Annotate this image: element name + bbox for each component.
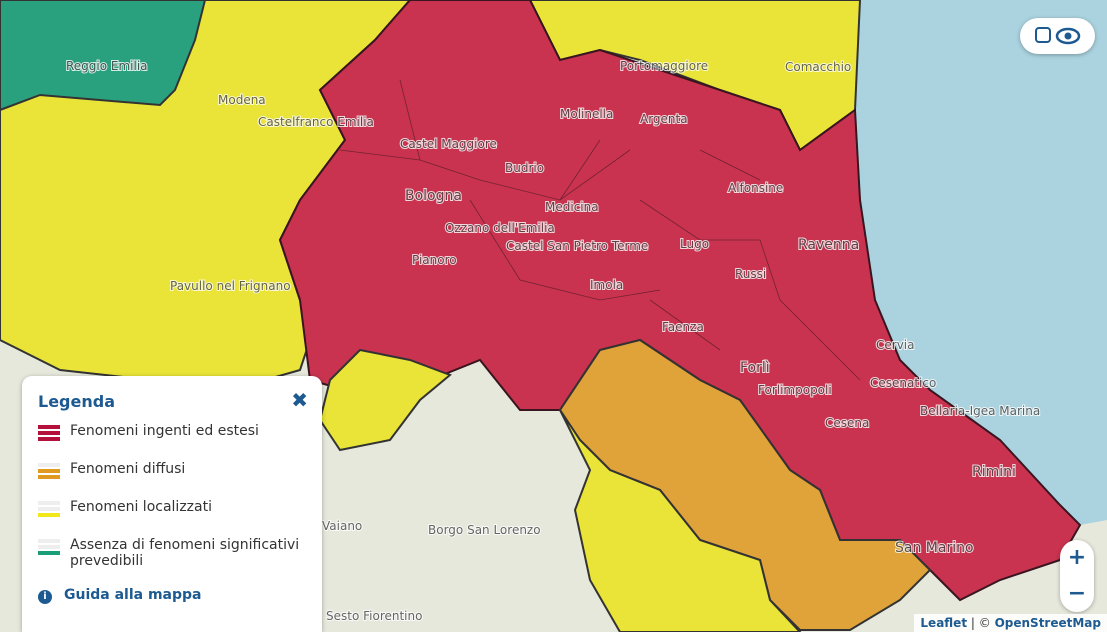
attribution: Leaflet | © OpenStreetMap <box>914 614 1107 632</box>
place-label: Imola <box>590 278 623 292</box>
legend-label: Assenza di fenomeni significativi preved… <box>70 537 300 569</box>
guide-link[interactable]: i Guida alla mappa <box>38 587 306 604</box>
place-label: Forlì <box>740 360 770 376</box>
place-label: Bologna <box>405 188 462 204</box>
legend: Legenda ✖ Fenomeni ingenti ed estesi Fen… <box>22 376 322 632</box>
legend-label: Fenomeni diffusi <box>70 461 186 477</box>
swatch <box>38 539 60 557</box>
place-label: Bellaria-Igea Marina <box>920 404 1040 418</box>
place-label: Borgo San Lorenzo <box>428 523 541 537</box>
place-label: Reggio Emilia <box>66 59 148 73</box>
place-label: Faenza <box>662 320 704 334</box>
place-label: Ozzano dell'Emilia <box>445 221 555 235</box>
zoom-control: + − <box>1060 540 1094 612</box>
borders <box>339 79 861 381</box>
swatch <box>38 463 60 481</box>
guide-text: Guida alla mappa <box>64 587 202 603</box>
legend-label: Fenomeni ingenti ed estesi <box>70 423 259 439</box>
layer-toggle[interactable] <box>1020 18 1095 54</box>
close-button[interactable]: ✖ <box>291 388 308 412</box>
zone-yellow-small <box>318 348 452 452</box>
place-label: Argenta <box>640 112 688 126</box>
leaflet-link[interactable]: Leaflet <box>920 616 968 630</box>
place-label: Rimini <box>972 464 1016 480</box>
checkbox-icon <box>1035 27 1051 43</box>
place-label: Cervia <box>876 338 914 352</box>
place-label: Sesto Fiorentino <box>326 609 422 623</box>
place-label: Forlimpopoli <box>758 383 832 397</box>
place-label: Budrio <box>505 161 544 175</box>
place-label: Pavullo nel Frignano <box>170 279 291 293</box>
attribution-separator: | © <box>970 616 991 630</box>
place-label: Pianoro <box>412 253 457 267</box>
eye-pupil <box>1064 32 1072 40</box>
osm-link[interactable]: OpenStreetMap <box>994 616 1101 630</box>
zoom-in[interactable]: + <box>1067 545 1087 570</box>
place-label: San Marino <box>895 540 974 556</box>
zone-yellow-south <box>559 409 802 632</box>
legend-item: Assenza di fenomeni significativi preved… <box>38 537 306 569</box>
place-label: Modena <box>218 93 266 107</box>
place-label: Vaiano <box>322 519 362 533</box>
eye-icon <box>1055 27 1081 45</box>
place-label: Russi <box>735 267 766 281</box>
place-label: Cesena <box>825 416 869 430</box>
place-label: Medicina <box>545 200 599 214</box>
legend-label: Fenomeni localizzati <box>70 499 212 515</box>
place-label: Castel Maggiore <box>400 137 497 151</box>
zone-green <box>0 0 207 112</box>
place-label: Castel San Pietro Terme <box>506 239 648 253</box>
place-label: Molinella <box>560 107 613 121</box>
toggle-icons <box>1035 27 1081 45</box>
sea <box>855 0 1107 525</box>
place-label: Comacchio <box>785 60 851 74</box>
legend-item: Fenomeni localizzati <box>38 499 306 519</box>
place-label: Portomaggiore <box>620 59 708 73</box>
place-label: Castelfranco Emilia <box>258 115 374 129</box>
zoom-out[interactable]: − <box>1067 581 1087 606</box>
legend-title: Legenda <box>38 392 115 411</box>
swatch <box>38 501 60 519</box>
place-label: Lugo <box>680 237 709 251</box>
legend-item: Fenomeni ingenti ed estesi <box>38 423 306 443</box>
place-label: Cesenatico <box>870 376 936 390</box>
place-label: Ravenna <box>798 237 859 253</box>
place-label: Alfonsine <box>728 181 783 195</box>
swatch <box>38 425 60 443</box>
legend-item: Fenomeni diffusi <box>38 461 306 481</box>
